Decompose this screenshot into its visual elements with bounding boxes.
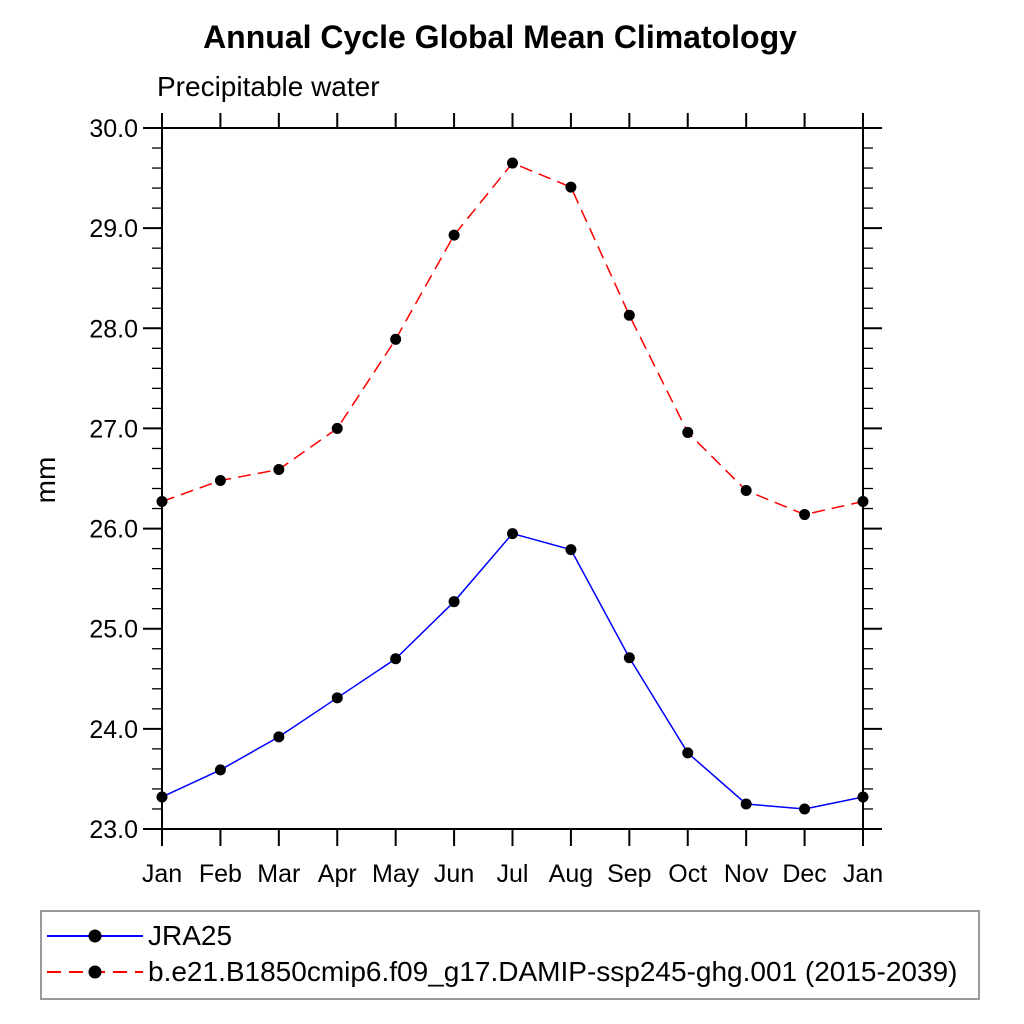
data-point <box>273 463 285 475</box>
data-point <box>156 496 168 508</box>
data-point <box>740 798 752 810</box>
chart-title: Annual Cycle Global Mean Climatology <box>203 19 797 55</box>
data-point <box>565 181 577 193</box>
y-axis-tick-label: 29.0 <box>89 215 138 243</box>
y-axis-tick-label: 30.0 <box>89 115 138 143</box>
x-axis-tick-label: Nov <box>724 860 769 888</box>
data-point <box>448 596 460 608</box>
x-axis-tick-label: Jan <box>142 860 182 888</box>
x-axis-tick-label: Apr <box>318 860 357 888</box>
x-axis-tick-label: Jan <box>843 860 883 888</box>
data-point <box>623 309 635 321</box>
data-point <box>507 528 518 540</box>
data-point <box>273 731 285 743</box>
data-point <box>857 496 869 508</box>
data-point <box>331 422 343 434</box>
data-point <box>740 485 752 497</box>
series-line-1 <box>161 162 864 516</box>
chart-subtitle: Precipitable water <box>157 71 380 102</box>
legend-label-model: b.e21.B1850cmip6.f09_g17.DAMIP-ssp245-gh… <box>148 956 958 987</box>
y-axis-tick-label: 25.0 <box>89 616 138 644</box>
data-point <box>156 791 168 803</box>
x-axis-tick-label: Dec <box>782 860 826 888</box>
legend-box <box>40 910 980 1000</box>
data-point <box>448 229 460 241</box>
data-point <box>799 803 811 815</box>
x-axis-tick-label: Jul <box>497 860 529 888</box>
x-axis-tick-label: Oct <box>668 860 707 888</box>
x-axis-tick-label: Jun <box>434 860 474 888</box>
data-point <box>623 652 635 664</box>
data-point <box>799 509 811 521</box>
x-axis-tick-label: Sep <box>607 860 651 888</box>
x-axis-tick-label: Aug <box>549 860 593 888</box>
legend-label-jra25: JRA25 <box>148 920 233 951</box>
y-axis-tick-label: 23.0 <box>89 816 138 844</box>
data-point <box>857 791 869 803</box>
data-point <box>507 157 518 169</box>
data-point <box>682 747 694 759</box>
data-point <box>390 653 402 665</box>
y-axis-tick-label: 27.0 <box>89 415 138 443</box>
plot-frame <box>161 127 864 830</box>
y-axis-tick-label: 26.0 <box>89 516 138 544</box>
x-axis-tick-label: Mar <box>257 860 300 888</box>
data-point <box>682 426 694 438</box>
data-point <box>565 544 577 556</box>
series-line-0 <box>161 532 864 810</box>
legend-marker-0 <box>88 929 102 943</box>
x-axis-tick-label: May <box>372 860 420 888</box>
x-axis-tick-label: Feb <box>199 860 242 888</box>
data-point <box>331 692 343 704</box>
data-point <box>214 764 226 776</box>
y-axis-tick-label: 24.0 <box>89 716 138 744</box>
data-point <box>390 333 402 345</box>
data-point <box>214 475 226 487</box>
y-axis-tick-label: 28.0 <box>89 315 138 343</box>
legend-marker-1 <box>88 965 102 979</box>
